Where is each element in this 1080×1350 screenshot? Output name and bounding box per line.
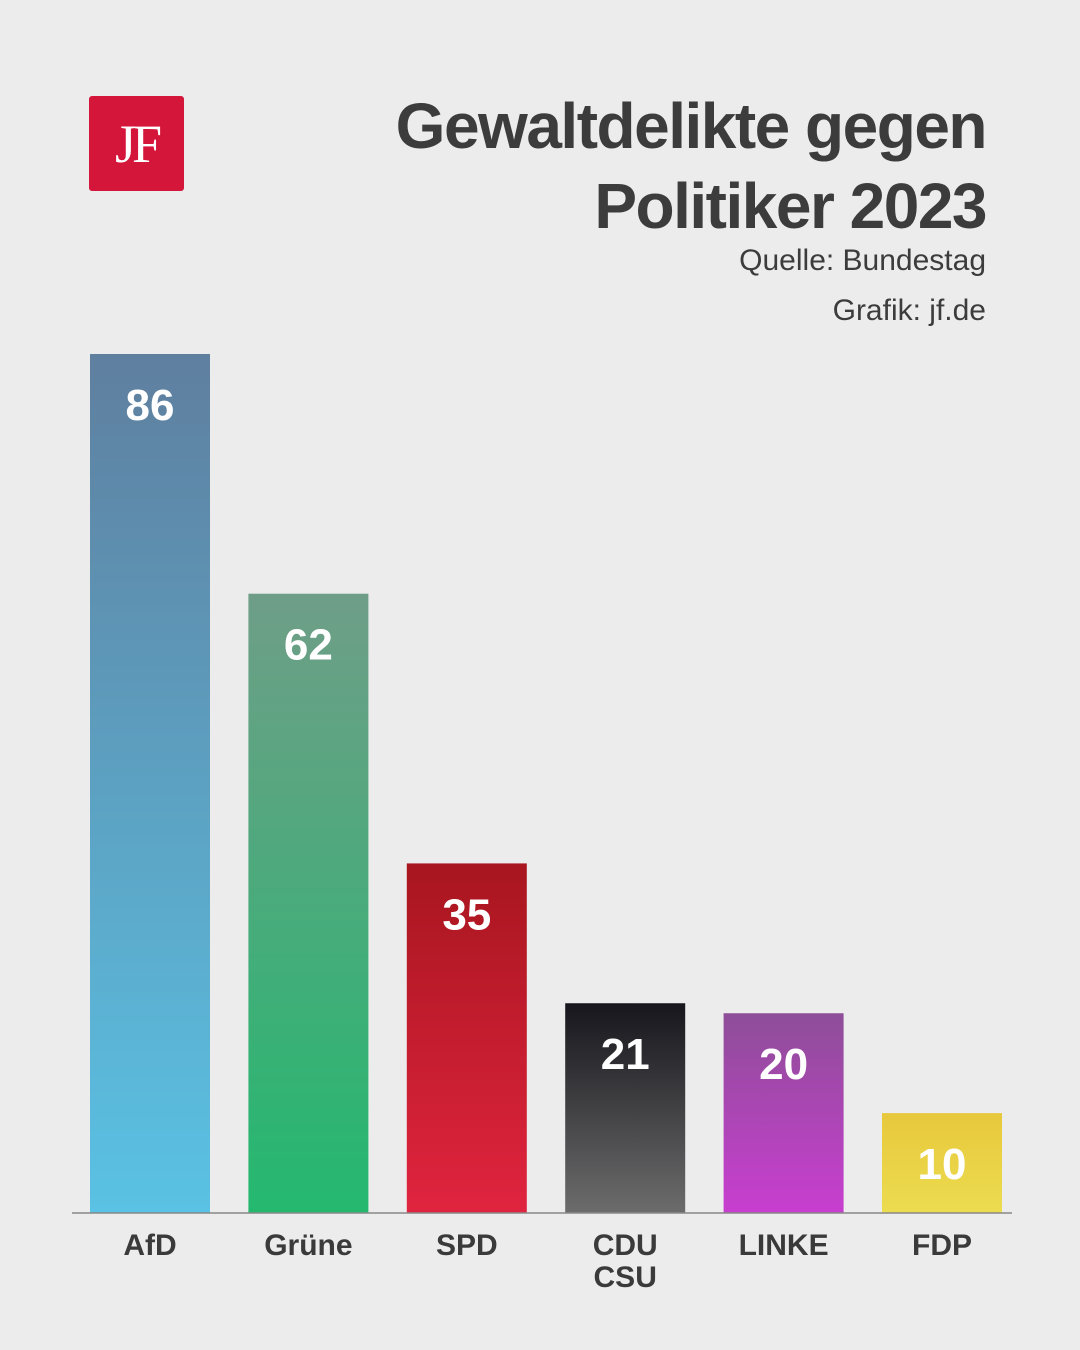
category-label: SPD [436, 1229, 498, 1262]
data-label: 35 [442, 890, 491, 939]
logo-text: JF [114, 113, 162, 174]
bar [723, 1013, 844, 1213]
chart-title: Gewaltdelikte gegen Politiker 2023 [266, 86, 988, 246]
bar [90, 354, 210, 1213]
category-label: FDP [912, 1229, 972, 1262]
category-label: CDU [593, 1229, 658, 1262]
category-label: CSU [594, 1261, 657, 1294]
data-label: 20 [759, 1040, 808, 1089]
title-line-1: Gewaltdelikte gegen [395, 90, 988, 162]
jf-logo: JF [89, 96, 184, 191]
data-label: 21 [601, 1030, 650, 1079]
credit-note: Grafik: jf.de [832, 294, 986, 327]
bar [248, 593, 369, 1213]
bar [565, 1003, 686, 1213]
data-label: 62 [284, 621, 333, 670]
bar [406, 863, 527, 1213]
data-label: 10 [918, 1140, 967, 1189]
category-label: Grüne [264, 1229, 352, 1262]
category-label: AfD [123, 1229, 176, 1262]
category-label: LINKE [739, 1229, 829, 1262]
title-line-2: Politiker 2023 [594, 170, 987, 242]
source-note: Quelle: Bundestag [739, 244, 986, 277]
bar [882, 1113, 1002, 1213]
data-label: 86 [126, 381, 175, 430]
